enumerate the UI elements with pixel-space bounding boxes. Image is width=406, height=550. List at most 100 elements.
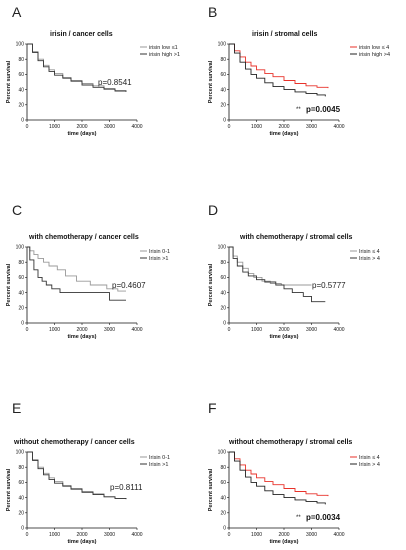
x-tick-label: 1000 [49,327,60,333]
y-tick-label: 60 [18,480,24,486]
y-tick-label: 0 [223,526,226,532]
x-tick-label: 3000 [306,124,317,130]
legend-label: Irisin >1 [149,256,168,262]
x-tick-label: 0 [26,327,29,333]
legend-label: Irisin 0-1 [149,249,170,255]
y-tick-label: 40 [220,290,226,296]
series-line-1 [229,451,329,497]
x-axis-label: time (days) [269,539,298,545]
panel-title: without chemotherapy / cancer cells [13,439,135,446]
series-line-2 [27,246,126,301]
x-tick-label: 0 [228,532,231,538]
y-tick-label: 100 [16,42,25,48]
y-tick-label: 0 [223,321,226,327]
y-tick-label: 20 [220,306,226,312]
x-tick-label: 1000 [251,532,262,538]
legend-label: Irisin 0-1 [149,455,170,461]
x-tick-label: 4000 [131,124,142,130]
y-tick-label: 20 [220,511,226,517]
x-tick-label: 2000 [278,532,289,538]
series-line-2 [27,43,127,92]
panel-title: irisin / cancer cells [50,31,113,38]
significance-stars: ** [296,107,301,113]
series-line-1 [27,246,126,292]
legend-label: Irisin >1 [149,462,168,468]
y-tick-label: 60 [18,275,24,281]
y-tick-label: 60 [18,72,24,78]
panel-letter: E [12,400,21,416]
x-tick-label: 3000 [306,327,317,333]
y-tick-label: 40 [18,290,24,296]
y-axis-label: Percent survival [6,468,12,511]
x-tick-label: 0 [26,124,29,130]
p-value: p=0.8541 [98,78,132,87]
x-tick-label: 4000 [333,532,344,538]
y-tick-label: 20 [18,103,24,109]
p-value: p=0.5777 [312,281,346,290]
y-tick-label: 40 [220,495,226,501]
x-axis-label: time (days) [269,334,298,340]
p-value: p=0.4607 [112,281,146,290]
y-tick-label: 0 [21,118,24,124]
y-tick-label: 40 [18,495,24,501]
y-tick-label: 80 [18,57,24,63]
y-tick-label: 60 [220,72,226,78]
panel-letter: A [12,4,22,20]
p-value: p=0.0034 [306,513,341,522]
x-tick-label: 1000 [49,532,60,538]
x-tick-label: 2000 [76,327,87,333]
y-axis-label: Percent survival [208,468,214,511]
panel-title: with chemotherapy / cancer cells [28,234,139,241]
x-tick-label: 2000 [278,327,289,333]
y-tick-label: 100 [16,450,25,456]
legend-label: irisin low ≤ 4 [359,45,389,51]
legend-label: Irisin ≤ 4 [359,249,380,255]
p-value: p=0.8111 [110,483,143,492]
series-line-2 [229,451,326,505]
y-tick-label: 100 [16,245,25,251]
series-line-2 [229,246,326,303]
panel-letter: B [208,4,217,20]
y-axis-label: Percent survival [6,263,12,306]
panel-letter: D [208,202,218,218]
y-tick-label: 0 [21,526,24,532]
panel-letter: F [208,400,217,416]
y-tick-label: 80 [220,260,226,266]
legend-label: Irisin > 4 [359,256,380,262]
p-value: p=0.0045 [306,105,341,114]
y-tick-label: 80 [220,465,226,471]
x-tick-label: 4000 [131,327,142,333]
x-tick-label: 4000 [333,124,344,130]
y-tick-label: 40 [18,87,24,93]
y-tick-label: 100 [218,450,227,456]
x-axis-label: time (days) [67,539,96,545]
x-tick-label: 2000 [76,124,87,130]
y-tick-label: 80 [18,465,24,471]
x-tick-label: 3000 [104,124,115,130]
legend-label: irisin low ≤1 [149,45,178,51]
y-tick-label: 80 [18,260,24,266]
y-axis-label: Percent survival [208,60,214,103]
y-tick-label: 20 [18,511,24,517]
y-tick-label: 60 [220,480,226,486]
legend-label: irisin high >1 [149,52,180,58]
panel-title: with chemotherapy / stromal cells [239,234,353,241]
series-line-1 [229,246,312,286]
y-axis-label: Percent survival [6,60,12,103]
legend-label: Irisin > 4 [359,462,380,468]
y-axis-label: Percent survival [208,263,214,306]
panel-title: without chemotherapy / stromal cells [228,439,352,446]
significance-stars: ** [296,515,301,521]
x-tick-label: 4000 [131,532,142,538]
x-axis-label: time (days) [67,334,96,340]
y-tick-label: 100 [218,245,227,251]
x-tick-label: 1000 [251,327,262,333]
panel-letter: C [12,202,22,218]
x-tick-label: 3000 [104,532,115,538]
